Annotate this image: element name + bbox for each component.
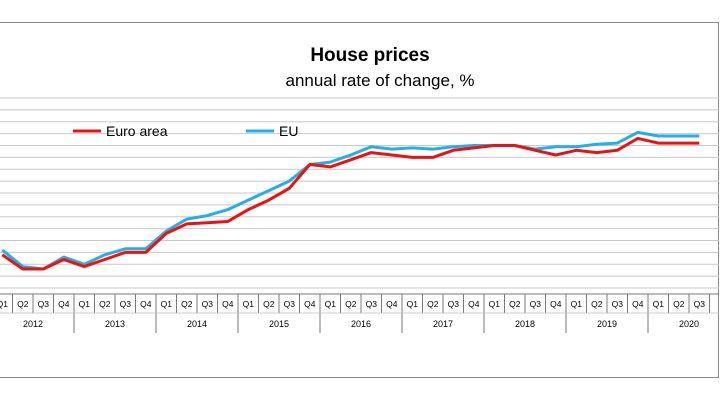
year-tick-label: 2020	[679, 319, 699, 329]
quarter-tick-label: Q4	[140, 299, 152, 309]
quarter-tick-label: Q4	[632, 299, 644, 309]
chart-frame: House prices annual rate of change, % Eu…	[0, 22, 719, 378]
quarter-tick-label: Q3	[448, 299, 460, 309]
quarter-tick-label: Q2	[181, 299, 193, 309]
quarter-tick-label: Q4	[550, 299, 562, 309]
quarter-tick-label: Q4	[386, 299, 398, 309]
quarter-tick-label: Q2	[591, 299, 603, 309]
year-tick-label: 2017	[433, 319, 453, 329]
quarter-tick-label: Q1	[79, 299, 91, 309]
series-lines	[1, 130, 700, 271]
quarter-tick-label: Q1	[489, 299, 501, 309]
year-tick-label: 2013	[105, 319, 125, 329]
quarter-tick-label: Q2	[17, 299, 29, 309]
chart-subtitle: annual rate of change, %	[285, 71, 474, 90]
quarter-tick-label: Q4	[222, 299, 234, 309]
legend: Euro area EU	[73, 123, 298, 139]
chart-title: House prices	[310, 45, 429, 66]
quarter-tick-label: Q1	[161, 299, 173, 309]
quarter-tick-label: Q3	[202, 299, 214, 309]
quarter-tick-label: Q2	[509, 299, 521, 309]
quarter-tick-label: Q3	[38, 299, 50, 309]
quarter-tick-label: Q1	[407, 299, 419, 309]
quarter-tick-label: Q4	[468, 299, 480, 309]
quarter-tick-label: Q3	[612, 299, 624, 309]
quarter-tick-label: Q4	[58, 299, 70, 309]
quarter-tick-label: Q3	[694, 299, 706, 309]
quarter-tick-label: Q1	[325, 299, 337, 309]
quarter-tick-label: Q2	[263, 299, 275, 309]
quarter-tick-label: Q1	[571, 299, 583, 309]
year-tick-label: 2012	[23, 319, 43, 329]
quarter-tick-label: Q3	[530, 299, 542, 309]
quarter-tick-label: Q3	[284, 299, 296, 309]
year-tick-label: 2018	[515, 319, 535, 329]
x-axis: Q1 Q2 Q3 Q4 Q1 Q2 Q3 Q4 Q1 Q2 Q3 Q4 Q1 Q2 Q3 Q4 Q1 Q2 Q3 Q4…	[0, 293, 719, 333]
series-line-eu	[1, 130, 700, 271]
quarter-tick-label: Q2	[673, 299, 685, 309]
house-prices-chart: House prices annual rate of change, % Eu…	[0, 45, 719, 333]
quarter-tick-label: Q1	[0, 299, 8, 309]
quarter-tick-label: Q2	[345, 299, 357, 309]
quarter-tick-label: Q4	[304, 299, 316, 309]
quarter-tick-label: Q1	[653, 299, 665, 309]
year-tick-label: 2015	[269, 319, 289, 329]
quarter-tick-label: Q1	[243, 299, 255, 309]
year-tick-label: 2019	[597, 319, 617, 329]
quarter-tick-label: Q3	[366, 299, 378, 309]
year-tick-label: 2016	[351, 319, 371, 329]
legend-eu-label: EU	[279, 123, 298, 139]
legend-euro-area-label: Euro area	[106, 123, 168, 139]
quarter-tick-label: Q3	[120, 299, 132, 309]
quarter-tick-label: Q2	[427, 299, 439, 309]
year-tick-label: 2014	[187, 319, 207, 329]
series-line-euro-area	[1, 136, 700, 271]
quarter-tick-label: Q2	[99, 299, 111, 309]
